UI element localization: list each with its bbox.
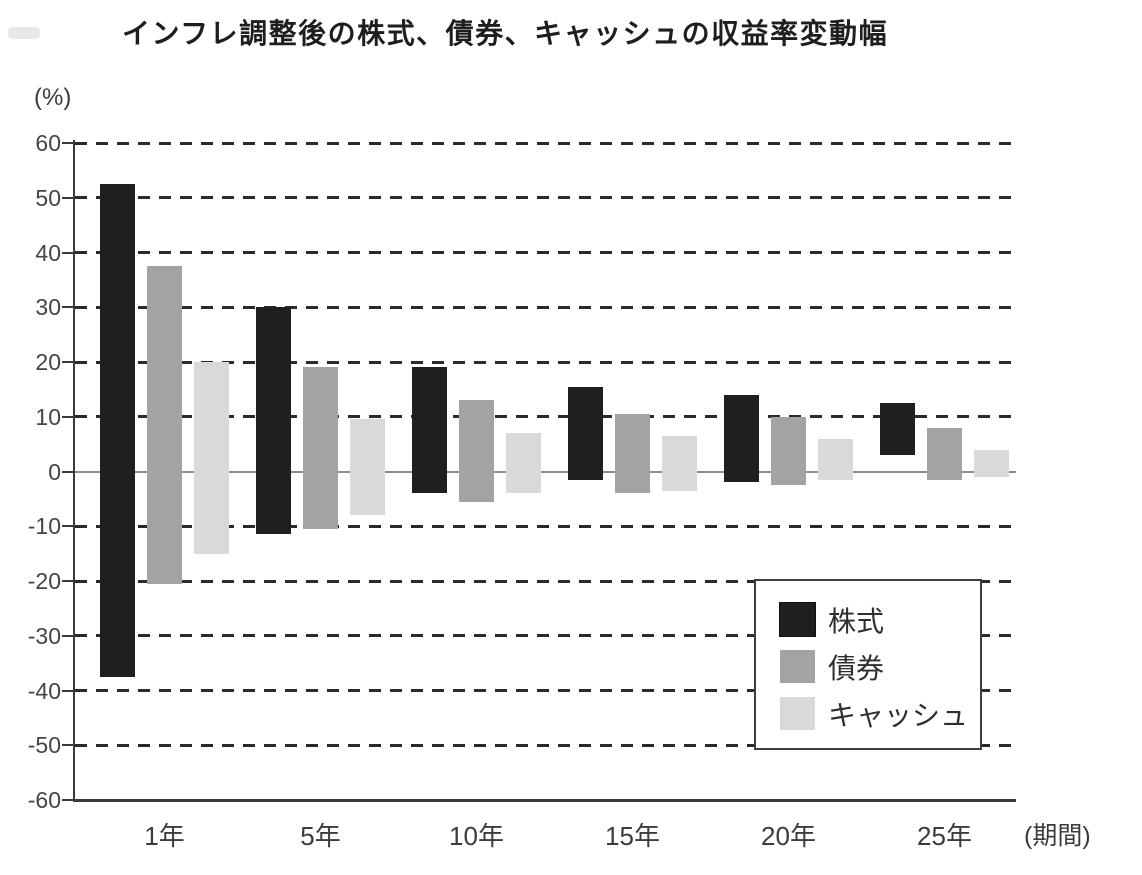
bar-bonds-10年 xyxy=(459,400,494,502)
gridline--50 xyxy=(75,743,1016,747)
legend-swatch-cash xyxy=(780,697,815,730)
bar-bonds-1年 xyxy=(147,266,182,584)
legend-swatch-stocks xyxy=(779,602,816,637)
y-tick--10 xyxy=(62,525,73,528)
legend-item-bonds: 債券 xyxy=(780,643,980,690)
bar-bonds-15年 xyxy=(615,414,650,494)
y-tick--50 xyxy=(62,744,73,747)
y-tick-label--30: -30 xyxy=(27,622,61,649)
gridline-60 xyxy=(75,141,1016,145)
y-tick-label-30: 30 xyxy=(35,294,61,321)
legend-swatch-bonds xyxy=(780,650,815,683)
legend-label-bonds: 債券 xyxy=(828,652,885,684)
bar-stocks-10年 xyxy=(412,367,447,494)
bar-stocks-5年 xyxy=(256,307,291,535)
y-tick-label-10: 10 xyxy=(35,403,61,430)
zero-gridline xyxy=(75,470,1016,473)
legend-label-stocks: 株式 xyxy=(828,605,885,637)
bar-cash-5年 xyxy=(350,419,385,516)
gridline-10 xyxy=(75,415,1016,419)
y-tick-40 xyxy=(62,251,73,254)
y-tick-label--10: -10 xyxy=(27,513,61,540)
gridline--30 xyxy=(75,634,1016,638)
x-axis-label-20年: 20年 xyxy=(761,821,816,851)
y-tick-50 xyxy=(62,196,73,199)
plot-area: 60 50 40 30 20 10 0 -10 -20 -30 -40 -50 -60 1年 5年 10年 15… xyxy=(28,131,1016,851)
y-tick-label--40: -40 xyxy=(27,677,61,704)
y-tick-label-50: 50 xyxy=(35,184,61,211)
bar-stocks-15年 xyxy=(568,386,603,480)
y-tick-label--50: -50 xyxy=(27,732,61,759)
chart-title: インフレ調整後の株式、債券、キャッシュの収益率変動幅 xyxy=(122,18,889,49)
x-axis-line xyxy=(73,799,1016,802)
y-tick--20 xyxy=(62,580,73,582)
y-tick-label--60: -60 xyxy=(27,787,61,813)
bar-cash-20年 xyxy=(818,438,853,480)
y-tick-10 xyxy=(62,415,73,418)
gridline-50 xyxy=(75,196,1016,200)
x-axis-label-1年: 1年 xyxy=(144,821,185,851)
x-axis-label-5年: 5年 xyxy=(300,821,341,851)
gridline--20 xyxy=(75,579,1016,583)
bar-stocks-25年 xyxy=(880,403,915,456)
y-tick-label-20: 20 xyxy=(35,349,61,375)
y-tick-label--20: -20 xyxy=(27,568,61,594)
gridline--10 xyxy=(75,524,1016,528)
scan-artifact xyxy=(8,27,40,39)
gridline--40 xyxy=(75,689,1016,692)
gridline-20 xyxy=(75,360,1016,364)
y-tick-label-60: 60 xyxy=(35,130,61,156)
x-axis-label-25年: 25年 xyxy=(917,821,972,851)
gridline-40 xyxy=(75,251,1016,254)
legend-label-cash: キャッシュ xyxy=(828,699,969,731)
legend-item-cash: キャッシュ xyxy=(780,690,980,737)
legend-box: 株式 債券 キャッシュ xyxy=(754,579,982,750)
y-tick-20 xyxy=(62,361,73,363)
legend-item-stocks: 株式 xyxy=(779,596,980,643)
x-axis-label-10年: 10年 xyxy=(449,821,504,851)
y-tick-label-40: 40 xyxy=(35,239,61,266)
y-tick-60 xyxy=(62,142,73,144)
bar-bonds-20年 xyxy=(771,416,806,486)
bar-cash-10年 xyxy=(506,433,541,494)
y-tick-label-0: 0 xyxy=(48,458,61,485)
bar-cash-1年 xyxy=(194,362,229,554)
y-tick--60 xyxy=(62,799,73,801)
bar-cash-25年 xyxy=(974,449,1009,477)
gridline-30 xyxy=(75,305,1016,309)
y-tick--30 xyxy=(62,634,73,637)
y-tick-30 xyxy=(62,306,73,309)
bar-bonds-5年 xyxy=(303,367,338,529)
x-axis-label-15年: 15年 xyxy=(605,821,660,851)
y-tick-0 xyxy=(62,470,73,473)
y-axis-unit-label: (%) xyxy=(34,84,72,111)
y-axis-line xyxy=(73,140,75,802)
bar-cash-15年 xyxy=(662,435,697,491)
bar-bonds-25年 xyxy=(927,427,962,480)
x-axis-unit-label: (期間) xyxy=(1024,822,1091,850)
bar-stocks-1年 xyxy=(100,184,135,677)
y-tick--40 xyxy=(62,689,73,692)
bar-stocks-20年 xyxy=(724,394,759,483)
